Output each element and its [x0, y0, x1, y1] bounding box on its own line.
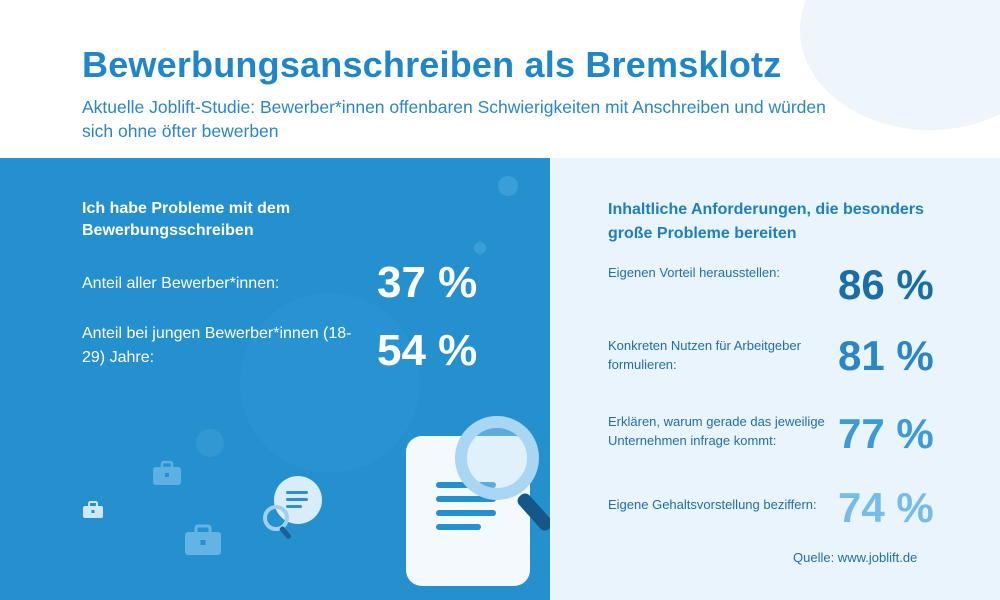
- source-credit: Quelle: www.joblift.de: [793, 550, 918, 565]
- page-title: Bewerbungsanschreiben als Bremsklotz: [82, 44, 782, 85]
- stat-value-young: 54 %: [377, 326, 478, 375]
- page-subtitle: Aktuelle Joblift-Studie: Bewerber*innen …: [82, 97, 826, 141]
- requirement-value: 77 %: [838, 410, 934, 457]
- requirement-value: 74 %: [838, 484, 934, 531]
- briefcase-icon: [185, 524, 221, 555]
- background-dots: [196, 176, 518, 473]
- speech-bubble-icon: [263, 476, 322, 539]
- left-heading: Ich habe Probleme mit dem Bewerbungsschr…: [82, 200, 291, 239]
- briefcase-icon: [83, 501, 103, 518]
- requirement-label: Eigenen Vorteil herausstellen:: [608, 265, 781, 280]
- briefcase-icon: [153, 460, 181, 485]
- decorative-dot: [962, 95, 980, 113]
- right-heading: Inhaltliche Anforderungen, die besonders…: [608, 201, 924, 242]
- requirement-value: 86 %: [838, 261, 934, 308]
- stat-label-young: Anteil bei jungen Bewerber*innen (18-29)…: [82, 325, 352, 366]
- stat-label-all: Anteil aller Bewerber*innen:: [82, 275, 280, 292]
- requirement-value: 81 %: [838, 332, 934, 379]
- requirement-label: Konkreten Nutzen für Arbeitgeber formuli…: [608, 338, 801, 372]
- magnifier-icon: [455, 416, 550, 531]
- left-panel: Ich habe Probleme mit dem Bewerbungsschr…: [0, 158, 550, 600]
- requirement-label: Erklären, warum gerade das jeweilige Unt…: [608, 414, 825, 448]
- right-panel: Inhaltliche Anforderungen, die besonders…: [550, 158, 1000, 600]
- requirement-label: Eigene Gehaltsvorstellung beziffern:: [608, 497, 817, 512]
- stat-value-all: 37 %: [377, 258, 478, 307]
- header: Bewerbungsanschreiben als Bremsklotz Akt…: [0, 0, 1000, 158]
